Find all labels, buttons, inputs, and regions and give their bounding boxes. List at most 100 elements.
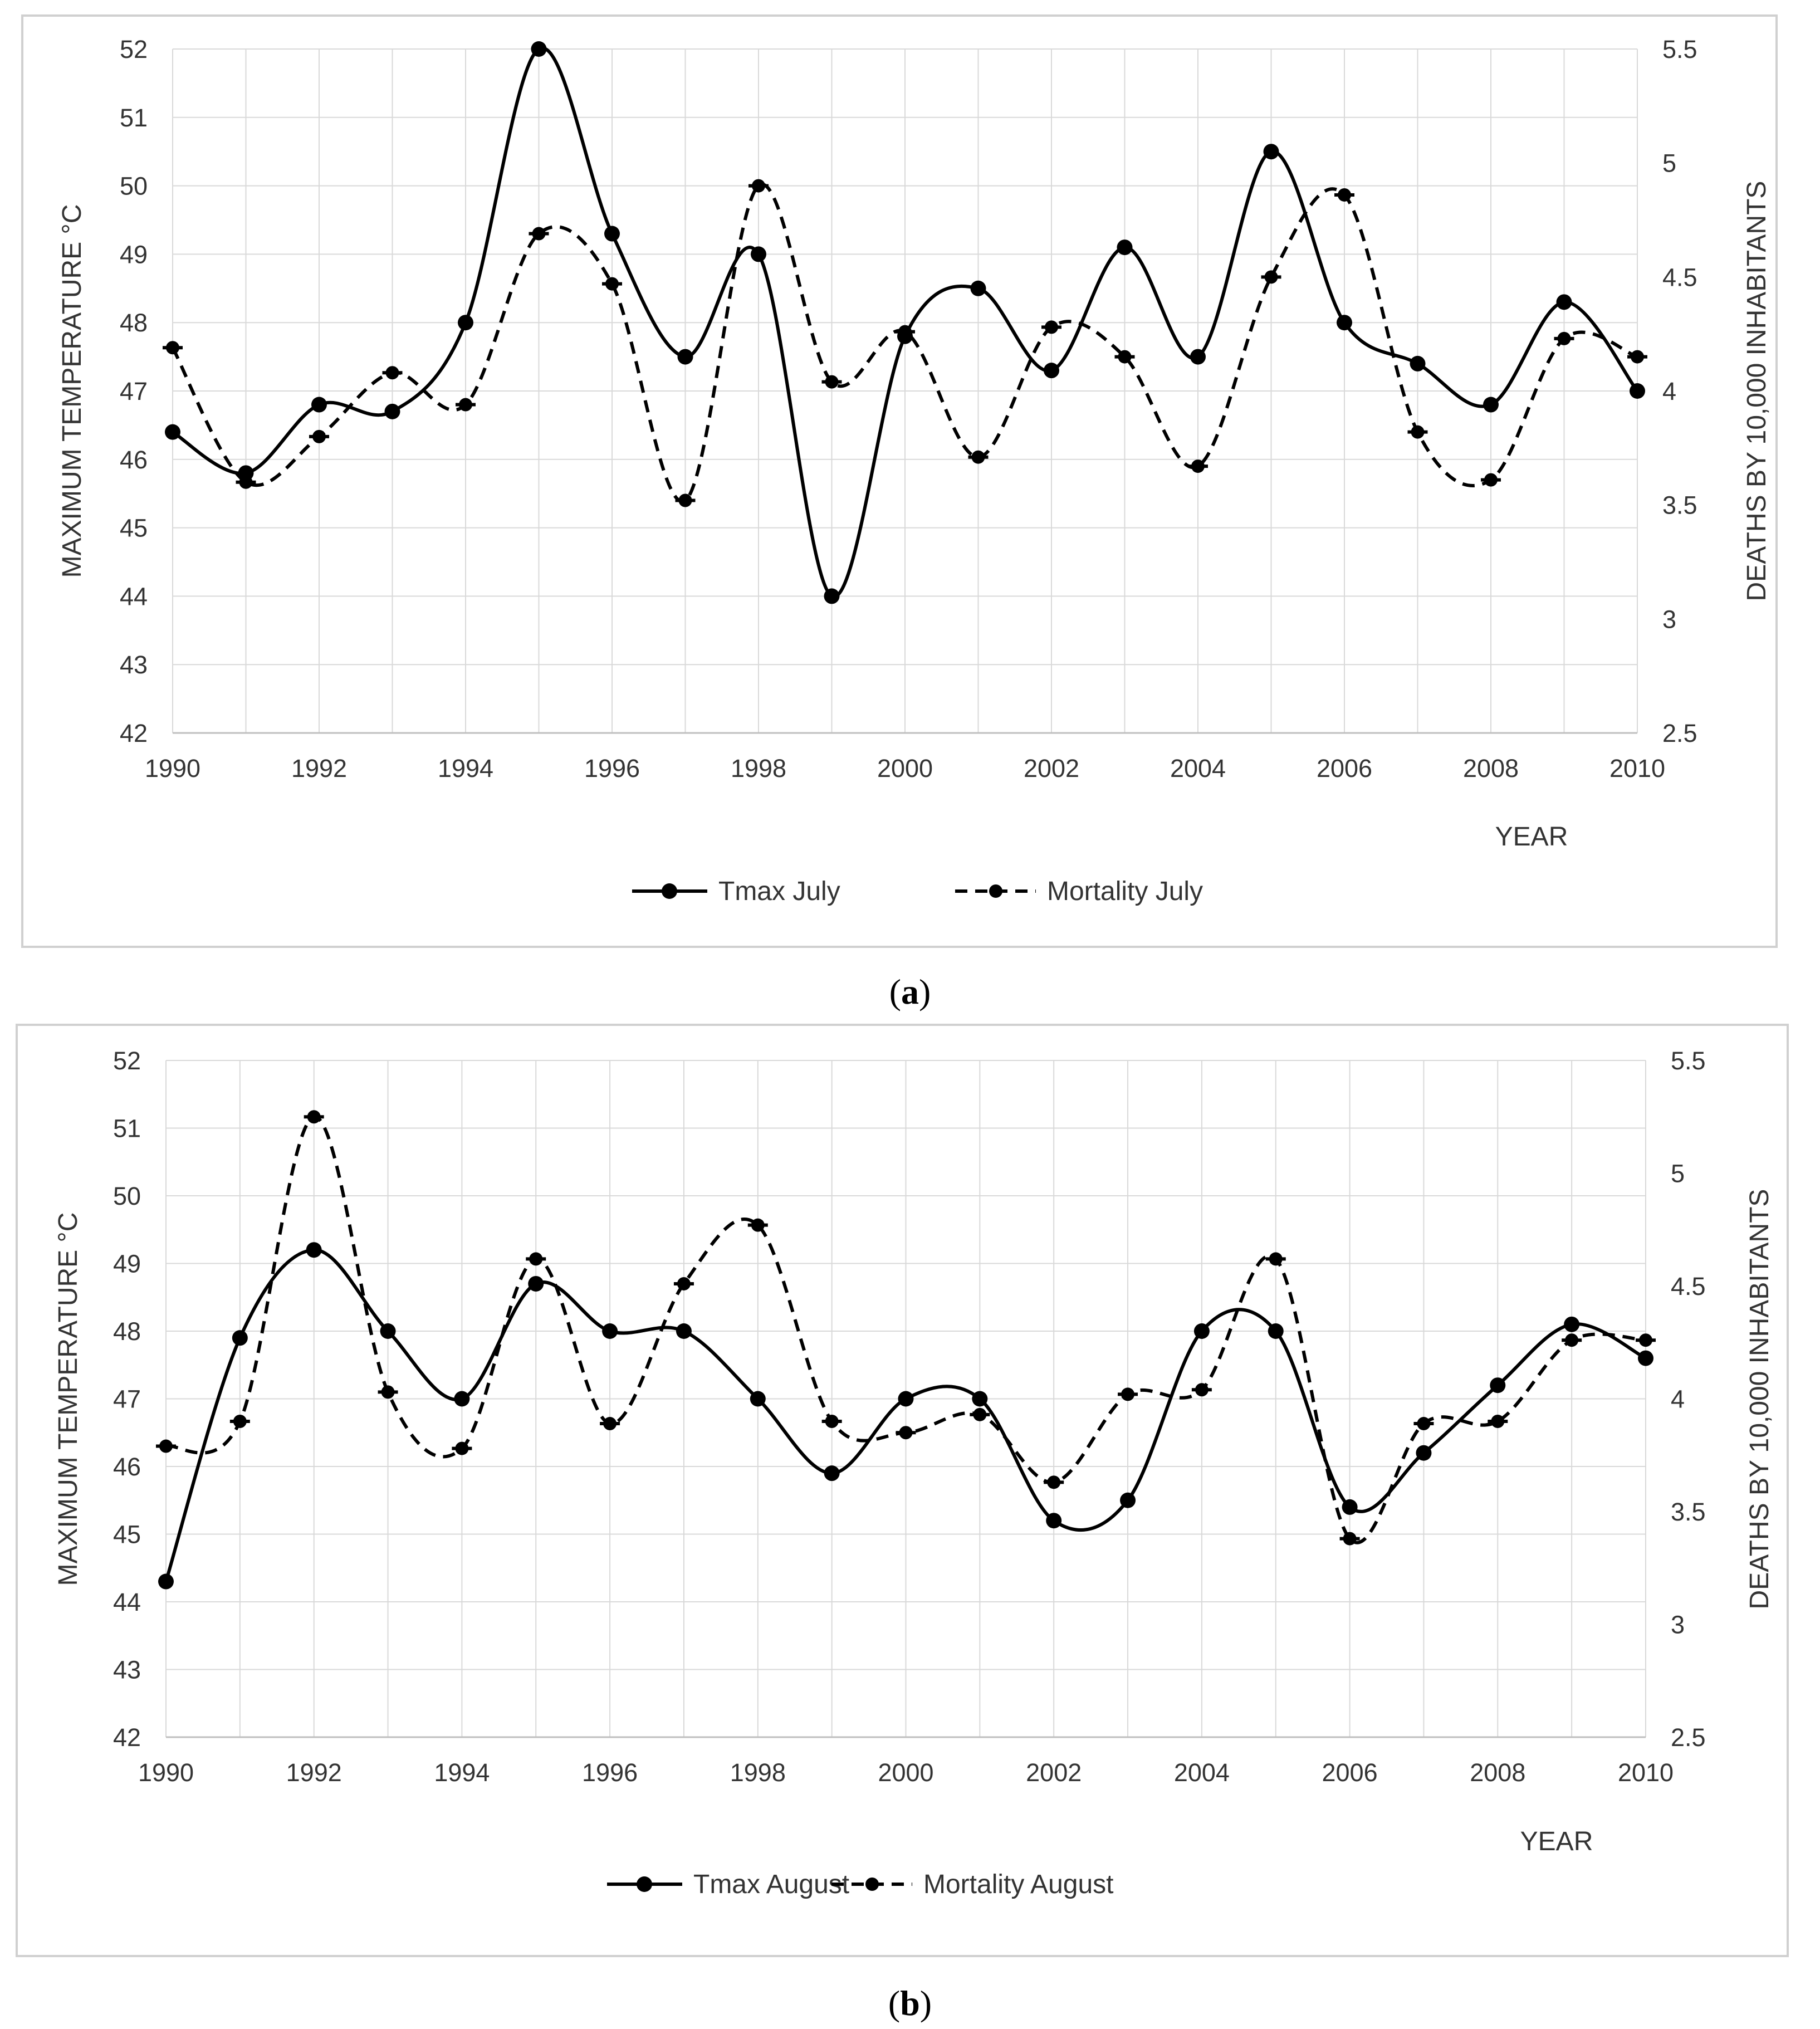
x-tick-label: 2000 bbox=[878, 1758, 933, 1787]
data-point bbox=[1337, 315, 1352, 331]
data-point bbox=[307, 1110, 321, 1124]
data-point bbox=[677, 1277, 691, 1290]
data-point bbox=[750, 1391, 766, 1407]
data-point bbox=[384, 403, 400, 419]
data-point bbox=[1120, 1492, 1136, 1508]
data-point bbox=[1045, 320, 1058, 334]
data-point bbox=[1046, 1513, 1062, 1529]
y-tick-label: 48 bbox=[120, 309, 148, 337]
y-tick-label: 43 bbox=[113, 1656, 141, 1684]
data-point bbox=[158, 1573, 174, 1590]
y2-tick-label: 4.5 bbox=[1662, 263, 1697, 291]
data-point bbox=[1416, 1445, 1432, 1461]
data-point bbox=[1117, 239, 1133, 256]
data-point bbox=[825, 375, 839, 389]
y2-tick-label: 4.5 bbox=[1671, 1272, 1706, 1300]
data-point bbox=[605, 277, 619, 291]
caption-paren-close: ) bbox=[920, 1983, 932, 2023]
data-point bbox=[1121, 1387, 1135, 1401]
legend-label: Mortality August bbox=[923, 1870, 1113, 1899]
data-point bbox=[1490, 1377, 1506, 1394]
data-point bbox=[1264, 270, 1278, 284]
y2-tick-label: 3.5 bbox=[1662, 491, 1697, 520]
x-tick-label: 1998 bbox=[731, 754, 786, 783]
legend-marker-solid bbox=[662, 883, 677, 899]
y-tick-label: 42 bbox=[113, 1723, 141, 1752]
data-point bbox=[1631, 350, 1644, 364]
data-point bbox=[1338, 188, 1351, 202]
data-point bbox=[311, 397, 327, 413]
y-tick-label: 46 bbox=[120, 446, 148, 474]
x-tick-label: 2004 bbox=[1170, 754, 1226, 783]
data-point bbox=[973, 1407, 987, 1421]
caption-paren-close: ) bbox=[919, 972, 931, 1011]
data-point bbox=[898, 325, 912, 339]
legend-label: Tmax August bbox=[693, 1870, 849, 1899]
chart-panel-b: 42 43 44 45 46 47 48 49 50 51 52 2.5 3 3.5 4 4.5 5 5.5 199… bbox=[16, 1024, 1789, 1957]
series-tmax-august bbox=[158, 1242, 1653, 1590]
x-tick-label: 1990 bbox=[145, 754, 200, 783]
x-tick-label: 1990 bbox=[138, 1758, 194, 1787]
data-point bbox=[454, 1391, 470, 1407]
x-tick-label: 2006 bbox=[1322, 1758, 1378, 1787]
y-tick-label: 47 bbox=[120, 377, 148, 405]
data-point bbox=[751, 1218, 765, 1232]
data-point bbox=[1556, 294, 1572, 310]
data-point bbox=[1268, 1323, 1284, 1339]
caption-paren-open: ( bbox=[888, 1983, 900, 2023]
data-point bbox=[1639, 1333, 1652, 1347]
y-tick-label: 51 bbox=[120, 104, 148, 132]
data-point bbox=[604, 226, 620, 242]
y2-tick-label: 3.5 bbox=[1671, 1498, 1706, 1526]
series-mortality-august bbox=[156, 1110, 1656, 1546]
data-point bbox=[239, 475, 253, 489]
data-point bbox=[603, 1417, 617, 1431]
data-point bbox=[1343, 1532, 1357, 1546]
chart-frame bbox=[21, 14, 1778, 948]
series-tmax-july bbox=[165, 41, 1645, 604]
data-point bbox=[531, 41, 547, 57]
y2-tick-label: 3 bbox=[1662, 605, 1676, 633]
x-tick-label: 2010 bbox=[1618, 1758, 1674, 1787]
data-point bbox=[1269, 1252, 1283, 1266]
x-tick-label: 1994 bbox=[434, 1758, 490, 1787]
legend-marker-solid bbox=[637, 1876, 652, 1892]
data-point bbox=[1630, 383, 1645, 399]
y2-tick-label: 4 bbox=[1662, 377, 1676, 405]
y2-tick-label: 5 bbox=[1671, 1160, 1685, 1188]
data-point bbox=[1483, 397, 1499, 413]
data-point bbox=[166, 341, 179, 355]
data-point bbox=[165, 424, 180, 440]
data-point bbox=[1411, 425, 1425, 439]
y-tick-label: 49 bbox=[120, 240, 148, 268]
y-tick-label: 50 bbox=[120, 172, 148, 201]
data-point bbox=[1190, 349, 1206, 365]
y-tick-label: 48 bbox=[113, 1317, 141, 1346]
data-point bbox=[1638, 1350, 1653, 1366]
x-tick-label: 1996 bbox=[582, 1758, 638, 1787]
data-point bbox=[458, 315, 473, 331]
x-tick-label: 1998 bbox=[730, 1758, 786, 1787]
data-point bbox=[1484, 473, 1498, 487]
y2-tick-label: 3 bbox=[1671, 1611, 1685, 1639]
y-tick-label: 45 bbox=[113, 1520, 141, 1549]
data-point bbox=[676, 1323, 692, 1339]
y-tick-label: 45 bbox=[120, 514, 148, 542]
x-tick-label: 2000 bbox=[877, 754, 933, 783]
y-tick-label: 50 bbox=[113, 1182, 141, 1210]
data-point bbox=[1118, 350, 1132, 364]
series-line bbox=[172, 46, 1639, 599]
data-point bbox=[233, 1415, 247, 1428]
y2-tick-label: 2.5 bbox=[1662, 719, 1697, 747]
data-point bbox=[232, 1330, 248, 1346]
legend-marker-dashed bbox=[865, 1878, 879, 1891]
data-point bbox=[1047, 1475, 1061, 1489]
y2-tick-label: 4 bbox=[1671, 1385, 1685, 1414]
data-point bbox=[528, 1275, 544, 1292]
data-point bbox=[898, 1391, 914, 1407]
data-point bbox=[529, 1252, 543, 1266]
y-tick-label: 52 bbox=[113, 1047, 141, 1075]
data-point bbox=[972, 1391, 988, 1407]
x-axis-title: YEAR bbox=[1520, 1827, 1593, 1856]
series-line bbox=[165, 1115, 1646, 1544]
